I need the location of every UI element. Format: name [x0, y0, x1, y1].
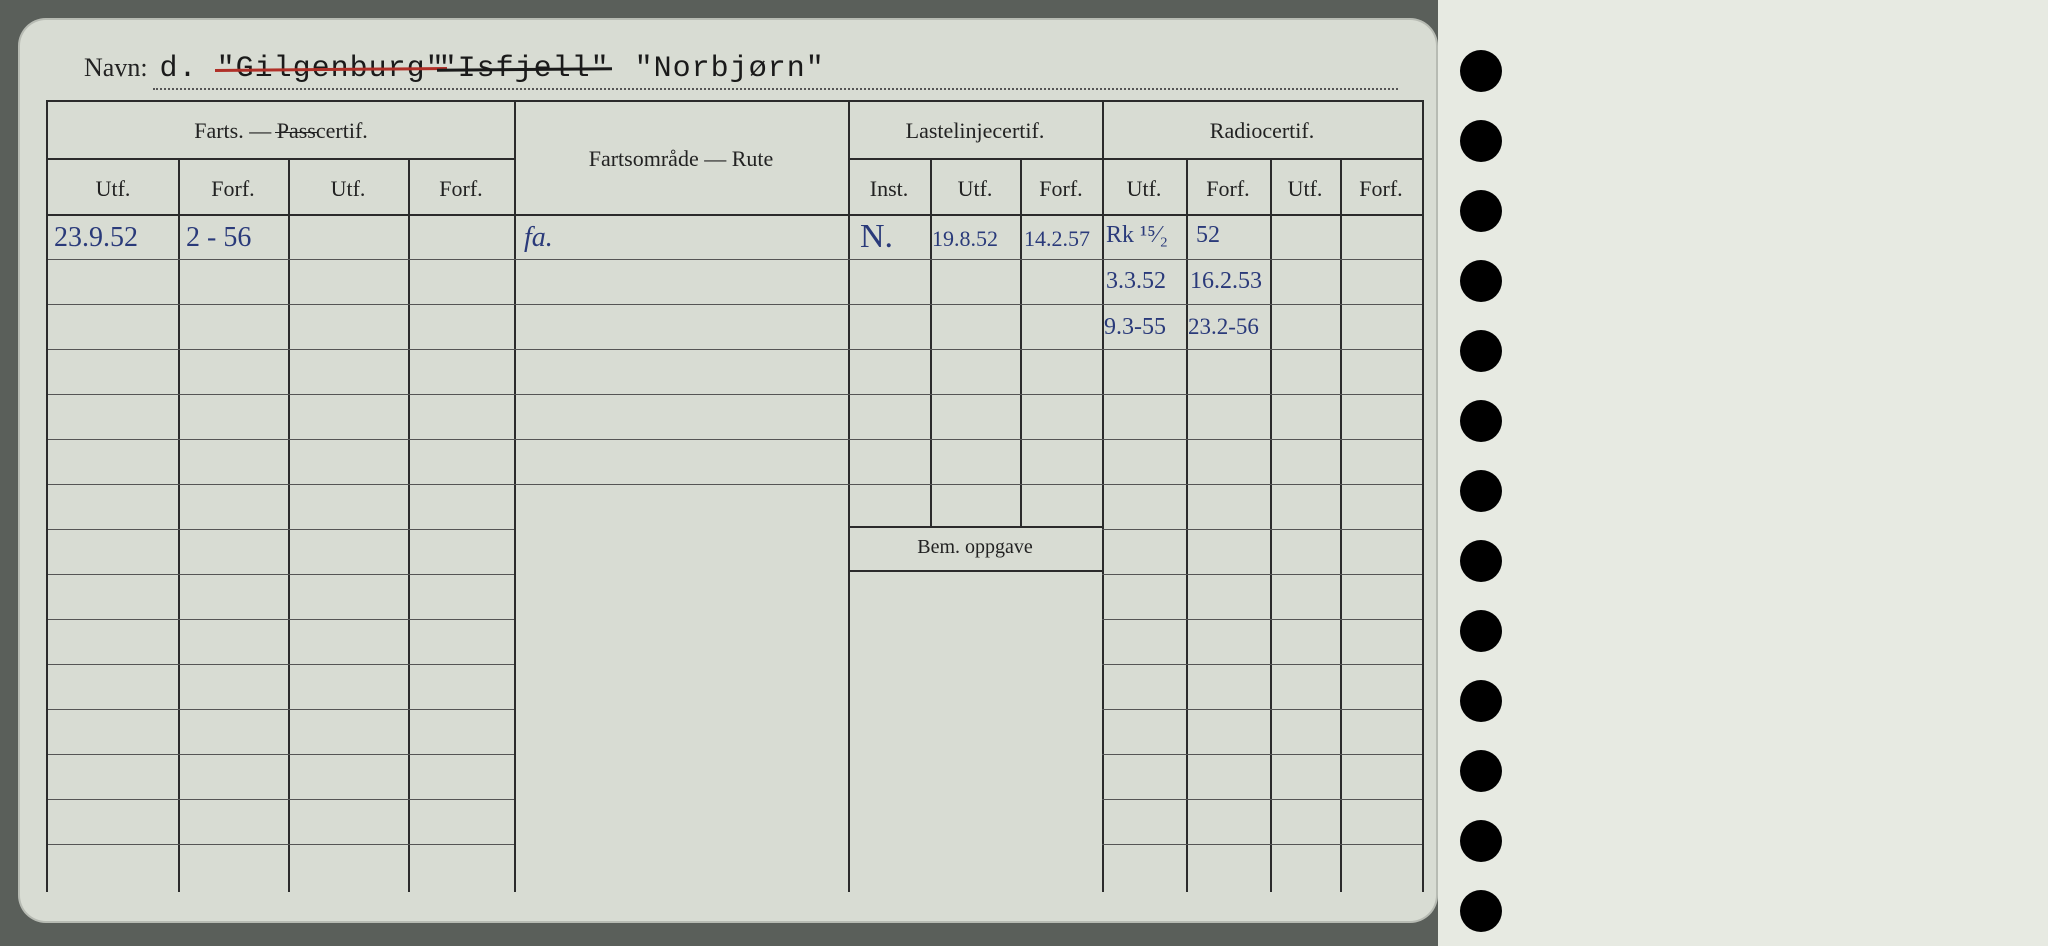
- row-line-4: [48, 394, 1422, 395]
- sub-forf-3: Forf.: [1020, 176, 1102, 202]
- punch-hole: [1460, 190, 1502, 232]
- entry-radio-utf-1: 3.3.52: [1106, 268, 1166, 295]
- punch-hole: [1460, 750, 1502, 792]
- row-line-2: [48, 304, 1422, 305]
- name-struck-2: "Isfjell": [439, 52, 610, 86]
- punch-hole: [1460, 680, 1502, 722]
- row-line-10l: [48, 664, 514, 665]
- row-line-8l: [48, 574, 514, 575]
- sub-utf-3: Utf.: [930, 176, 1020, 202]
- navn-label: Navn:: [84, 53, 148, 82]
- vcol-8: [1270, 158, 1272, 892]
- hdr-rute: Fartsområde — Rute: [514, 146, 848, 172]
- index-card: Navn: d. "Gilgenburg""Isfjell" "Norbjørn…: [18, 18, 1438, 923]
- hdr-laste: Lastelinjecertif.: [848, 118, 1102, 144]
- vcol-6: [1020, 158, 1022, 526]
- entry-farts-utf: 23.9.52: [54, 222, 138, 254]
- entry-rute-1: fa.: [524, 222, 553, 254]
- row-line-9r: [1102, 619, 1422, 620]
- row-line-7l: [48, 529, 514, 530]
- sub-forf-5: Forf.: [1340, 176, 1422, 202]
- bem-top-line: [848, 526, 1102, 528]
- hdr-farts-pass-struck: Pass: [277, 118, 316, 144]
- navn-dotline: [153, 88, 1398, 90]
- scanner-background: [1438, 0, 2048, 946]
- entry-radio-utf-2: 9.3-55: [1104, 314, 1166, 341]
- sub-forf-4: Forf.: [1186, 176, 1270, 202]
- sub-forf-2: Forf.: [408, 176, 514, 202]
- punch-hole: [1460, 260, 1502, 302]
- punch-hole: [1460, 50, 1502, 92]
- row-line-14r: [1102, 844, 1422, 845]
- row-line-1: [48, 259, 1422, 260]
- hline-hdr1-left: [48, 158, 514, 160]
- row-line-7r: [1102, 529, 1422, 530]
- bem-label: Bem. oppgave: [848, 536, 1102, 559]
- navn-value: d. "Gilgenburg""Isfjell" "Norbjørn": [160, 52, 825, 86]
- row-line-3: [48, 349, 1422, 350]
- punch-hole: [1460, 540, 1502, 582]
- sub-utf-2: Utf.: [288, 176, 408, 202]
- vcol-2: [288, 158, 290, 892]
- hdr-farts-certif: certif.: [316, 118, 368, 143]
- punch-hole: [1460, 330, 1502, 372]
- row-line-10r: [1102, 664, 1422, 665]
- vline-group-3: [1102, 102, 1104, 892]
- hdr-farts-title: Farts. —: [194, 118, 271, 143]
- navn-prefix: d.: [160, 52, 198, 86]
- hline-hdr1-right: [848, 158, 1422, 160]
- punch-hole: [1460, 470, 1502, 512]
- entry-laste-inst: N.: [860, 218, 893, 256]
- row-line-6: [48, 484, 1422, 485]
- row-line-8r: [1102, 574, 1422, 575]
- vline-group-1: [514, 102, 516, 892]
- punch-hole: [1460, 400, 1502, 442]
- row-line-12r: [1102, 754, 1422, 755]
- punch-hole: [1460, 610, 1502, 652]
- entry-farts-forf: 2 - 56: [186, 222, 251, 254]
- entry-laste-utf: 19.8.52: [932, 226, 998, 252]
- row-line-11r: [1102, 709, 1422, 710]
- bem-bottom-line: [848, 570, 1102, 572]
- entry-radio-forf-1: 16.2.53: [1190, 268, 1262, 295]
- row-line-14l: [48, 844, 514, 845]
- table-frame: Farts. — Passcertif. Fartsområde — Rute …: [46, 100, 1424, 892]
- entry-radio-utf-0: Rk ¹⁵⁄₂: [1106, 222, 1168, 249]
- sub-forf-1: Forf.: [178, 176, 288, 202]
- row-line-5: [48, 439, 1422, 440]
- punch-hole: [1460, 890, 1502, 932]
- row-line-9l: [48, 619, 514, 620]
- hline-hdr2: [48, 214, 1422, 216]
- vcol-3: [408, 158, 410, 892]
- punch-hole: [1460, 120, 1502, 162]
- row-line-13r: [1102, 799, 1422, 800]
- vcol-9: [1340, 158, 1342, 892]
- sub-utf-5: Utf.: [1270, 176, 1340, 202]
- vcol-5: [930, 158, 932, 526]
- hdr-farts: Farts. — Passcertif.: [48, 118, 514, 144]
- sub-utf-1: Utf.: [48, 176, 178, 202]
- hdr-radio: Radiocertif.: [1102, 118, 1422, 144]
- entry-laste-forf: 14.2.57: [1024, 226, 1090, 252]
- name-row: Navn: d. "Gilgenburg""Isfjell" "Norbjørn…: [84, 52, 1398, 100]
- name-current: "Norbjørn": [635, 52, 825, 86]
- entry-radio-forf-0: 52: [1196, 222, 1220, 249]
- punch-hole: [1460, 820, 1502, 862]
- vcol-1: [178, 158, 180, 892]
- entry-radio-forf-2: 23.2-56: [1188, 314, 1259, 340]
- sub-inst: Inst.: [848, 176, 930, 202]
- sub-utf-4: Utf.: [1102, 176, 1186, 202]
- vcol-7: [1186, 158, 1188, 892]
- row-line-13l: [48, 799, 514, 800]
- vline-group-2: [848, 102, 850, 892]
- row-line-11l: [48, 709, 514, 710]
- name-struck-1: "Gilgenburg": [217, 52, 445, 86]
- row-line-12l: [48, 754, 514, 755]
